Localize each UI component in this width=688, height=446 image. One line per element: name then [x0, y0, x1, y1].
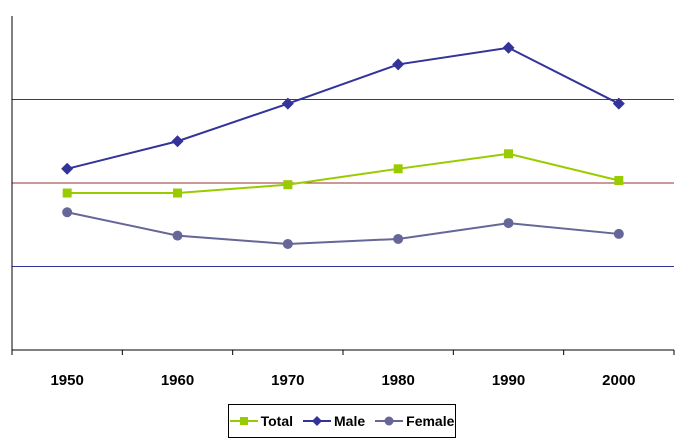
data-point-male: [612, 97, 625, 110]
axes: [11, 16, 675, 355]
data-point-male: [281, 97, 294, 110]
series-total: [62, 149, 624, 198]
x-tick-label: 1960: [161, 372, 194, 389]
x-tick-label: 1970: [271, 372, 304, 389]
series-line-male: [66, 46, 620, 170]
data-point-female: [503, 218, 514, 229]
gridlines: [12, 99, 674, 267]
data-point-total: [283, 180, 293, 190]
series-group: [61, 41, 625, 249]
legend-swatch-male: [303, 416, 332, 426]
data-point-female: [613, 228, 624, 239]
data-point-male: [61, 162, 74, 175]
data-point-total: [614, 175, 624, 185]
data-point-female: [282, 238, 293, 249]
x-tick-labels: 1950 1960 1970 1980 1990 2000: [50, 372, 635, 389]
legend-label-total: Total: [260, 413, 294, 429]
data-point-female: [172, 230, 183, 241]
data-point-male: [502, 41, 515, 54]
legend-item-male: Male: [303, 413, 365, 429]
data-point-female: [62, 207, 73, 218]
series-line-total: [67, 152, 620, 195]
data-point-total: [393, 164, 403, 174]
x-tick-label: 2000: [602, 372, 635, 389]
legend-swatch-total: [229, 417, 258, 425]
legend-item-total: Total: [229, 413, 294, 429]
data-point-male: [171, 135, 184, 148]
series-female: [62, 207, 624, 249]
x-tick-label: 1990: [492, 372, 525, 389]
data-point-male: [392, 58, 405, 71]
legend-item-female: Female: [375, 413, 454, 429]
series-line-female: [66, 211, 619, 245]
data-point-total: [62, 188, 72, 198]
data-point-total: [173, 188, 182, 198]
legend-label-male: Male: [334, 413, 366, 429]
legend-label-female: Female: [406, 413, 455, 429]
legend: Total Male Female: [228, 404, 456, 438]
data-point-total: [504, 149, 513, 159]
series-male: [61, 41, 625, 175]
data-point-female: [393, 233, 404, 244]
legend-swatch-female: [375, 416, 404, 426]
x-tick-label: 1980: [381, 372, 414, 389]
x-tick-label: 1950: [50, 372, 83, 389]
